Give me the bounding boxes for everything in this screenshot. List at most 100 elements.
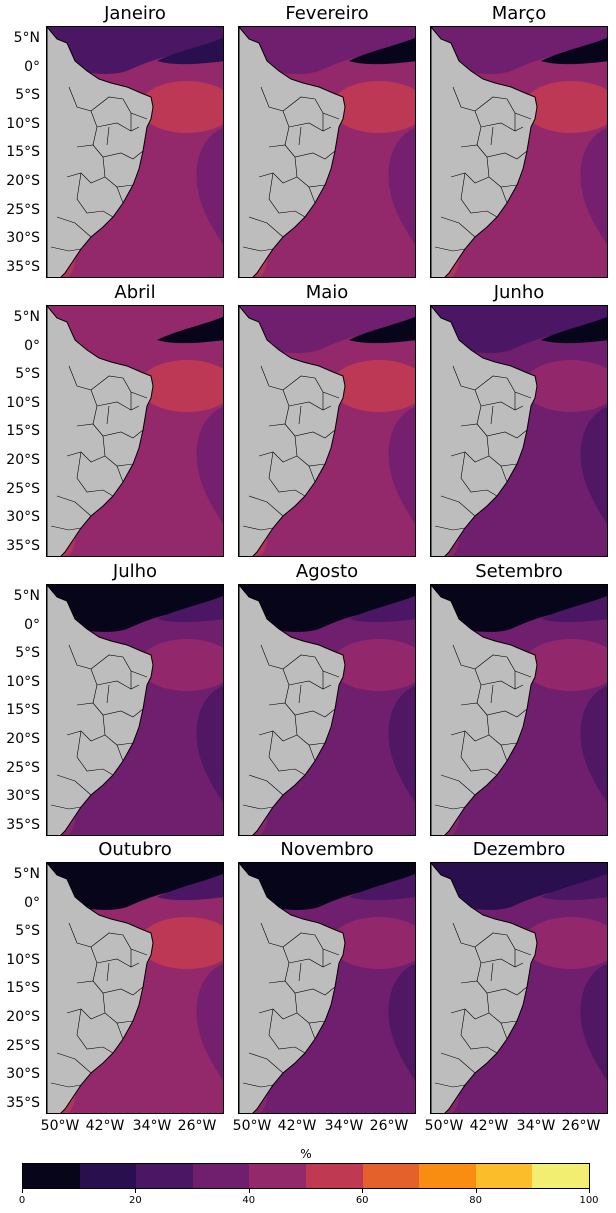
land-mass [431, 863, 538, 1113]
latitude-label: 30°S [6, 788, 40, 804]
state-border [474, 375, 532, 399]
latitude-label: 25°S [6, 1038, 40, 1054]
latitude-label: 10°S [6, 395, 40, 411]
latitude-label: 0° [24, 895, 40, 911]
state-border [298, 405, 302, 425]
land-mass [239, 27, 346, 277]
map-panel [238, 26, 416, 278]
southern-tongue [388, 963, 415, 1081]
southern-tongue [580, 127, 607, 245]
map-panel [430, 305, 608, 557]
state-border [282, 932, 340, 956]
state-border [268, 172, 306, 218]
tropical-trough [349, 316, 415, 344]
state-border [450, 172, 490, 184]
state-border [96, 680, 140, 690]
map-panel [46, 584, 224, 836]
warm-core [139, 917, 223, 969]
warm-core [139, 360, 223, 412]
warm-core [139, 81, 223, 133]
latitude-label: 10°S [6, 952, 40, 968]
latitude-label: 35°S [6, 817, 40, 833]
state-border [116, 744, 124, 762]
longitude-label: 50°W [40, 1118, 80, 1134]
colorbar-tick-label: 20 [129, 1195, 142, 1206]
latitude-label: 30°S [6, 230, 40, 246]
state-border [90, 96, 148, 120]
longitude-label: 34°W [132, 1118, 172, 1134]
tropical-trough [349, 37, 415, 65]
land-mass [47, 585, 154, 835]
colorbar-segment [532, 1164, 589, 1188]
state-border [50, 525, 82, 531]
state-border [268, 730, 306, 776]
state-border [248, 216, 284, 238]
equatorial-band [239, 585, 415, 632]
equatorial-band [431, 585, 607, 632]
land-mass [47, 27, 154, 277]
state-border [90, 654, 148, 678]
state-border [76, 451, 114, 497]
state-border [66, 172, 106, 184]
equatorial-band [47, 863, 223, 910]
state-border [268, 1008, 306, 1054]
colorbar-segment [475, 1164, 533, 1188]
state-border [288, 122, 332, 132]
latitude-label: 5°N [13, 309, 40, 325]
state-border [106, 962, 110, 982]
panel-title: Novembro [280, 839, 374, 860]
equatorial-band [431, 306, 607, 353]
tropical-trough [349, 595, 415, 623]
state-border [490, 126, 494, 146]
latitude-label: 20°S [6, 452, 40, 468]
state-border [434, 804, 466, 810]
panel-title: Fevereiro [285, 3, 369, 24]
panel-title: Dezembro [472, 839, 566, 860]
land-mass [239, 585, 346, 835]
state-border [460, 451, 498, 497]
state-border [480, 401, 524, 411]
panel-title: Julho [112, 561, 158, 582]
state-border [450, 1008, 490, 1020]
state-border [490, 962, 494, 982]
colorbar-tick-label: 0 [18, 1195, 26, 1206]
map-panel [46, 305, 224, 557]
equatorial-band [239, 27, 415, 74]
state-border [96, 401, 140, 411]
colorbar-segment [362, 1164, 420, 1188]
state-border [282, 96, 340, 120]
map-panel [46, 862, 224, 1114]
state-border [486, 714, 518, 746]
panel-title: Junho [493, 282, 545, 303]
map-panel [238, 862, 416, 1114]
state-border [308, 1022, 316, 1040]
state-border [76, 172, 114, 218]
state-border [76, 144, 144, 160]
latitude-label: 20°S [6, 173, 40, 189]
state-border [90, 932, 148, 956]
state-border [248, 495, 284, 517]
state-border [116, 1022, 124, 1040]
state-border [490, 405, 494, 425]
state-border [434, 246, 466, 252]
colorbar-segment [79, 1164, 137, 1188]
latitude-label: 0° [24, 617, 40, 633]
state-border [56, 495, 92, 517]
state-border [258, 730, 298, 742]
southern-tongue [196, 685, 223, 803]
state-border [480, 122, 524, 132]
map-panel [430, 584, 608, 836]
state-border [288, 680, 332, 690]
panel-title: Abril [114, 282, 156, 303]
colorbar-segment [305, 1164, 363, 1188]
southern-tongue [196, 127, 223, 245]
state-border [258, 451, 298, 463]
state-border [308, 744, 316, 762]
equatorial-band [47, 306, 223, 353]
colorbar-tick [248, 1189, 250, 1193]
colorbar-tick [589, 1189, 590, 1193]
state-border [460, 980, 528, 996]
colorbar-segment [136, 1164, 193, 1188]
state-border [294, 435, 326, 467]
tropical-trough [541, 873, 607, 901]
